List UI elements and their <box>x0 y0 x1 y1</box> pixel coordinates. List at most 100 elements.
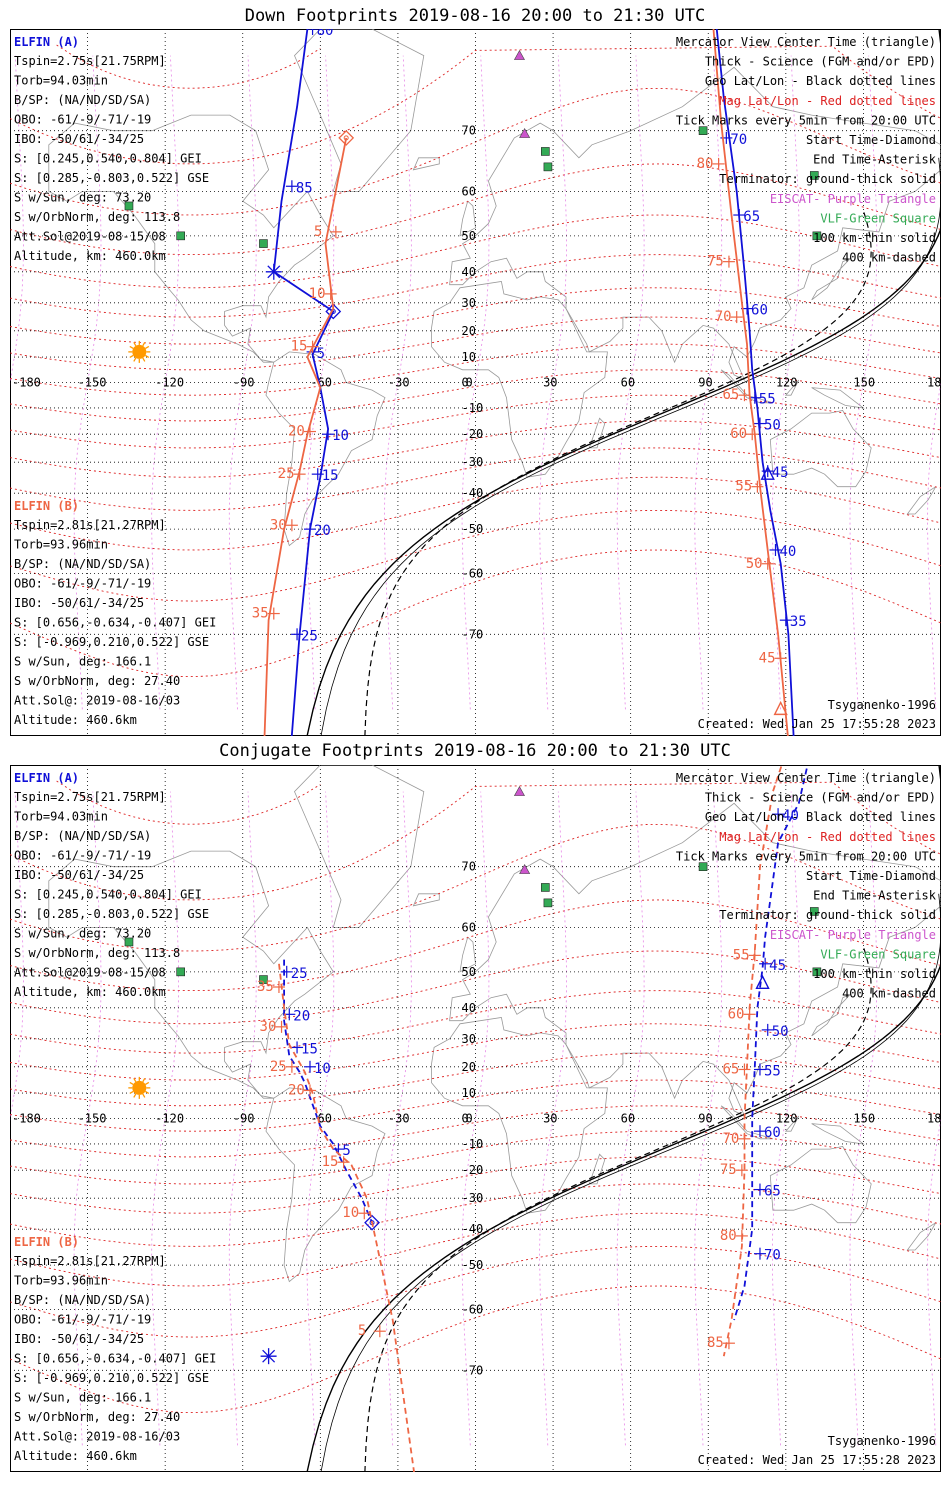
coastline <box>588 1153 606 1185</box>
x-tick-label: 120 <box>776 376 798 390</box>
track-tick-label: 20 <box>314 523 331 539</box>
down-footprints-map: -180-150-120-90-60-300306090120150180706… <box>10 29 941 736</box>
elfin-b-info-line: S w/OrbNorm, deg: 27.40 <box>14 1410 180 1424</box>
vlf-marker <box>259 239 268 248</box>
eiscat-marker <box>513 49 525 60</box>
sun-ray <box>129 1090 134 1094</box>
x-tick-label: 0 <box>466 376 473 390</box>
mag-lat-line <box>10 509 941 602</box>
sun-ray <box>145 1090 150 1094</box>
vlf-marker <box>698 862 708 871</box>
track-tick-label: 15 <box>322 468 339 484</box>
x-tick-label: -150 <box>78 376 107 390</box>
sun-marker <box>132 1080 147 1095</box>
track-tick-label: 65 <box>722 1061 739 1077</box>
x-tick-label: -90 <box>233 1112 255 1126</box>
elfin-b-name: ELFIN (B) <box>14 1235 79 1249</box>
track-tick-label: 80 <box>720 1228 737 1244</box>
elfin-a-info-line: S w/OrbNorm, deg: 113.8 <box>14 946 180 960</box>
elfin-a-info-line: Tspin=2.75s[21.75RPM] <box>14 790 166 804</box>
track-tick-label: 60 <box>751 303 768 319</box>
legend-entry: Mercator View Center Time (triangle) <box>676 771 936 785</box>
track-tick-label: 50 <box>772 1024 789 1040</box>
track-tick-label: 85 <box>707 1335 724 1351</box>
vlf-marker <box>124 201 134 211</box>
x-tick-label: 0 <box>466 1112 473 1126</box>
y-tick-label: 70 <box>462 124 476 138</box>
vlf-marker <box>543 162 553 172</box>
track-tick-label: 5 <box>342 1143 350 1159</box>
conjugate-footprints-map: -180-150-120-90-60-300306090120150180706… <box>10 765 941 1472</box>
elfin-a-info-line: Altitude, km: 460.0km <box>14 985 166 999</box>
elfin-a-info-line: S w/Sun, deg: 73.20 <box>14 191 151 205</box>
elfin-a-info-line: IBO: -50/61/-34/25 <box>14 868 144 882</box>
y-tick-label: -20 <box>462 427 484 441</box>
x-tick-label: 150 <box>853 376 875 390</box>
model-label: Tsyganenko-1996 <box>828 1434 936 1448</box>
y-tick-label: -20 <box>462 1163 484 1177</box>
elfin-a-info-line: S: [0.245,0.540,0.804] GEI <box>14 152 202 166</box>
legend-entry: Start Time-Diamond <box>806 869 936 883</box>
elfin-b-info-line: Att.Sol@: 2019-08-16/03 <box>14 1430 180 1444</box>
sun-ray <box>133 342 137 347</box>
elfin-b-info-line: S: [-0.969,0.210,0.522] GSE <box>14 1371 209 1385</box>
track-tick-label: 20 <box>288 1082 305 1098</box>
center-triangle <box>773 700 788 716</box>
coastline <box>265 351 386 547</box>
coastline <box>906 486 937 515</box>
eiscat-marker <box>513 785 525 796</box>
elfin-a-info-line: OBO: -61/-9/-71/-19 <box>14 113 151 127</box>
elfin-a-name: ELFIN (A) <box>14 35 79 49</box>
eiscat-marker <box>519 864 531 874</box>
vlf-marker <box>812 231 822 241</box>
vlf-marker <box>176 231 185 241</box>
track-tick-label: 5 <box>317 346 325 362</box>
y-tick-label: 50 <box>462 229 476 243</box>
track-tick-label: 30 <box>260 1019 277 1035</box>
legend-entry: Mercator View Center Time (triangle) <box>676 35 936 49</box>
elfin-b-info-line: Torb=93.96min <box>14 538 108 552</box>
start-diamond <box>338 130 355 146</box>
y-tick-label: -30 <box>462 1191 484 1205</box>
start-diamond <box>325 303 342 320</box>
legend-entry: Mag Lat/Lon - Red dotted lines <box>719 830 936 844</box>
legend-entry: VLF-Green Square <box>820 947 936 961</box>
sun-ray <box>133 1078 137 1083</box>
track-tick-label: 60 <box>728 1006 745 1022</box>
mag-lat-line <box>10 163 941 256</box>
track-tick-label: 15 <box>301 1041 318 1057</box>
elfin-a-info-line: S w/OrbNorm, deg: 113.8 <box>14 210 180 224</box>
x-tick-label: -90 <box>233 376 255 390</box>
elfin-b-info-line: Altitude: 460.6km <box>14 1449 137 1463</box>
vlf-marker <box>541 883 550 892</box>
track-tick-label: 55 <box>733 947 750 963</box>
y-tick-label: 60 <box>462 184 476 198</box>
sun-ray <box>142 1078 146 1083</box>
x-tick-label: 30 <box>543 376 557 390</box>
x-tick-label: 90 <box>698 1112 712 1126</box>
elfin-b-info-line: S: [0.656,-0.634,-0.407] GEI <box>14 1352 216 1366</box>
track-tick-label: 25 <box>301 628 318 644</box>
track-tick-label: 75 <box>720 1162 737 1178</box>
track-tick-label: 25 <box>270 1059 287 1075</box>
y-tick-label: 10 <box>462 1086 476 1100</box>
legend-entry: Geo Lat/Lon - Black dotted lines <box>705 810 936 824</box>
track-tick-label: 55 <box>735 479 752 495</box>
center-triangle <box>760 465 775 480</box>
mag-lat-line <box>10 1105 941 1158</box>
x-tick-label: -120 <box>155 376 184 390</box>
elfin-b-info-line: S: [0.656,-0.634,-0.407] GEI <box>14 616 216 630</box>
elfin-a-info-line: IBO: -50/61/-34/25 <box>14 132 144 146</box>
legend-entry: Tick Marks every 5min from 20:00 UTC <box>676 113 936 127</box>
start-diamond-center <box>343 135 349 141</box>
legend-entry: EISCAT- Purple Triangle <box>770 928 936 942</box>
footprint-track <box>722 765 783 1357</box>
sun-marker <box>132 344 147 359</box>
y-tick-label: 20 <box>462 324 476 338</box>
elfin-a-info-line: B/SP: (NA/ND/SD/SA) <box>14 93 151 107</box>
model-label: Tsyganenko-1996 <box>828 698 936 712</box>
x-tick-label: -120 <box>155 1112 184 1126</box>
track-tick-label: 25 <box>291 966 308 982</box>
elfin-b-info-line: Altitude: 460.6km <box>14 713 137 727</box>
legend-entry: 100 km-thin solid <box>813 231 936 245</box>
